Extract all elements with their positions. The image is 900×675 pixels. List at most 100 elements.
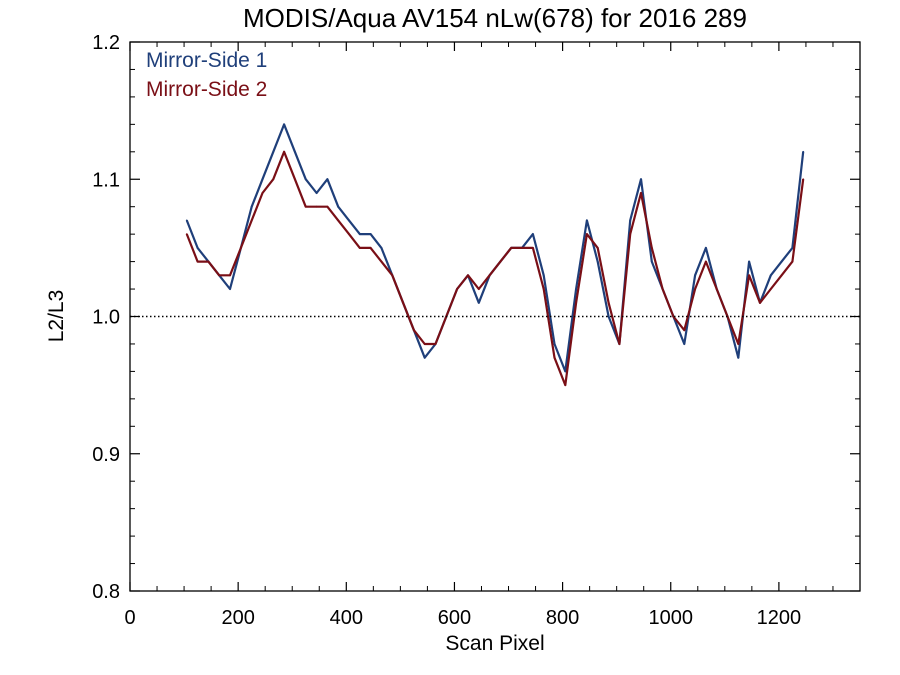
data-point [629, 219, 632, 222]
data-point [759, 301, 761, 304]
data-point [196, 246, 199, 249]
data-point [683, 343, 686, 345]
data-point [596, 246, 599, 249]
data-point [553, 356, 556, 359]
x-tick-label: 1200 [757, 607, 802, 629]
data-point [326, 205, 329, 208]
y-axis-label: L2/L3 [45, 290, 68, 343]
data-point [380, 260, 383, 263]
data-point [791, 246, 794, 249]
data-point [369, 246, 372, 249]
data-point [337, 219, 340, 222]
data-point [229, 288, 231, 290]
data-point [207, 260, 210, 263]
data-point [748, 274, 751, 277]
data-point [694, 274, 696, 277]
data-point [185, 219, 188, 222]
data-point [802, 178, 805, 181]
data-point [402, 301, 404, 304]
x-axis-label: Scan Pixel [445, 632, 544, 655]
data-point [596, 260, 599, 263]
data-point [802, 150, 805, 153]
legend-item-mirror-side-1: Mirror-Side 1 [146, 49, 267, 72]
data-point [218, 274, 221, 277]
data-point [564, 370, 567, 373]
data-point [412, 329, 415, 332]
data-point [369, 233, 372, 236]
data-point [672, 315, 675, 318]
series-layer [185, 123, 805, 387]
data-point [229, 274, 231, 277]
data-point [283, 150, 286, 153]
data-point [553, 343, 556, 345]
data-point [521, 246, 523, 249]
data-point [715, 288, 718, 290]
data-point [629, 233, 632, 236]
data-point [337, 205, 340, 208]
data-point [250, 219, 253, 222]
data-point [467, 274, 469, 277]
chart-title: MODIS/Aqua AV154 nLw(678) for 2016 289 [243, 3, 747, 33]
x-tick-label: 600 [438, 607, 471, 629]
data-point [239, 246, 242, 249]
data-point [564, 384, 567, 387]
data-point [640, 178, 642, 181]
data-point [531, 233, 534, 236]
data-point [423, 343, 426, 345]
data-point [348, 233, 350, 236]
data-point [640, 192, 642, 194]
data-point [661, 288, 664, 290]
data-point [737, 356, 740, 359]
data-point [650, 246, 653, 249]
data-point [575, 301, 578, 304]
data-point [272, 150, 275, 153]
data-point [704, 260, 707, 263]
data-point [315, 205, 318, 208]
y-tick-label: 1.0 [92, 307, 120, 329]
data-point [780, 274, 783, 277]
x-tick-label: 1000 [648, 607, 693, 629]
data-point [294, 150, 296, 153]
data-point [531, 246, 534, 249]
data-point [326, 178, 329, 181]
data-point [586, 219, 588, 222]
data-point [304, 178, 307, 181]
data-point [250, 205, 253, 208]
data-point [261, 178, 264, 181]
data-point [488, 274, 491, 277]
data-point [650, 260, 653, 263]
data-point [737, 343, 740, 345]
data-point [315, 192, 318, 194]
data-point [769, 288, 772, 290]
data-point [586, 233, 588, 236]
data-point [304, 205, 307, 208]
data-point [477, 301, 480, 304]
x-tick-label: 800 [546, 607, 579, 629]
axis-ticks [129, 41, 861, 592]
x-tick-label: 400 [330, 607, 363, 629]
data-point [272, 178, 275, 181]
y-tick-label: 0.8 [92, 581, 120, 603]
data-point [780, 260, 783, 263]
data-point [704, 246, 707, 249]
y-tick-label: 0.9 [92, 444, 120, 466]
data-point [499, 260, 502, 263]
data-point [694, 288, 696, 290]
data-point [456, 288, 459, 290]
data-point [607, 315, 610, 318]
data-point [542, 274, 545, 277]
data-point [358, 233, 361, 236]
data-point [185, 233, 188, 236]
data-point [196, 260, 199, 263]
data-point [434, 343, 437, 345]
data-point [283, 123, 286, 126]
y-tick-label: 1.2 [92, 32, 120, 54]
x-tick-label: 0 [124, 607, 135, 629]
data-point [423, 356, 426, 359]
data-point [510, 246, 513, 249]
data-point [477, 288, 480, 290]
y-tick-label: 1.1 [92, 169, 120, 191]
data-point [358, 246, 361, 249]
data-point [791, 260, 794, 263]
